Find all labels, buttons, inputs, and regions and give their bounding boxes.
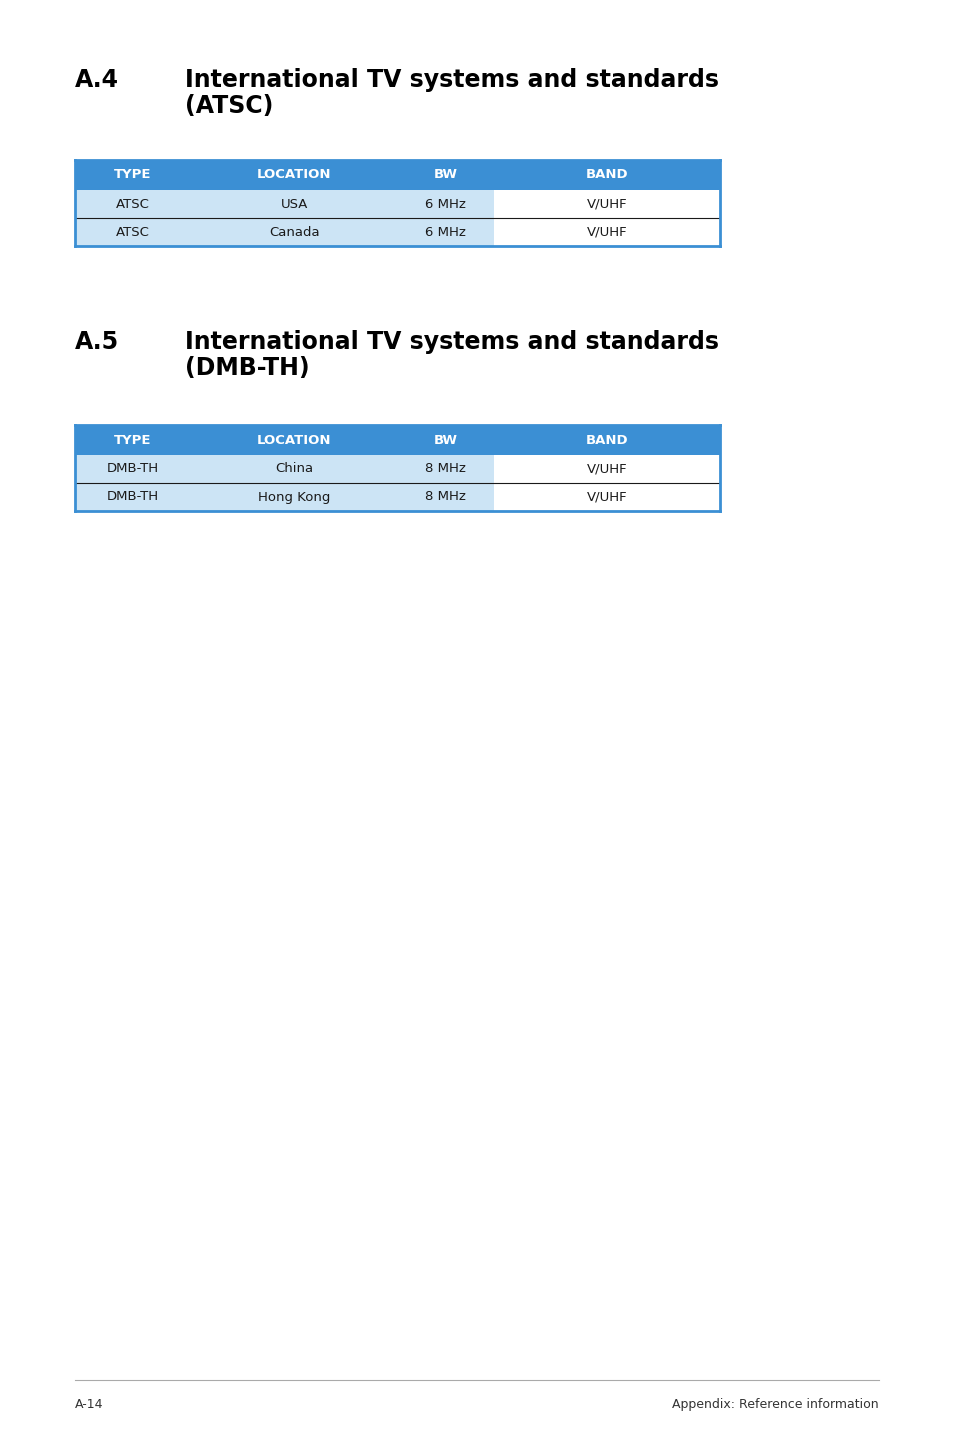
Text: 6 MHz: 6 MHz bbox=[425, 226, 466, 239]
Text: BW: BW bbox=[434, 168, 457, 181]
Text: 6 MHz: 6 MHz bbox=[425, 197, 466, 210]
Text: DMB-TH: DMB-TH bbox=[107, 490, 159, 503]
Bar bbox=[75, 483, 494, 510]
Text: A.5: A.5 bbox=[75, 329, 119, 354]
Text: TYPE: TYPE bbox=[114, 168, 152, 181]
Text: BAND: BAND bbox=[585, 168, 628, 181]
Text: ATSC: ATSC bbox=[116, 197, 150, 210]
Text: ATSC: ATSC bbox=[116, 226, 150, 239]
Text: 8 MHz: 8 MHz bbox=[425, 490, 466, 503]
Bar bbox=[75, 190, 494, 219]
Text: BW: BW bbox=[434, 433, 457, 447]
Text: V/UHF: V/UHF bbox=[586, 226, 627, 239]
Text: A-14: A-14 bbox=[75, 1398, 103, 1411]
Text: International TV systems and standards: International TV systems and standards bbox=[185, 68, 719, 92]
Text: V/UHF: V/UHF bbox=[586, 197, 627, 210]
Bar bbox=[494, 483, 720, 510]
Bar bbox=[494, 454, 720, 483]
Text: BAND: BAND bbox=[585, 433, 628, 447]
Text: LOCATION: LOCATION bbox=[256, 433, 332, 447]
Bar bbox=[75, 219, 494, 246]
Text: 8 MHz: 8 MHz bbox=[425, 463, 466, 476]
Text: (DMB-TH): (DMB-TH) bbox=[185, 357, 310, 380]
Text: Hong Kong: Hong Kong bbox=[258, 490, 330, 503]
Text: LOCATION: LOCATION bbox=[256, 168, 332, 181]
Text: USA: USA bbox=[280, 197, 308, 210]
Text: TYPE: TYPE bbox=[114, 433, 152, 447]
Bar bbox=[494, 219, 720, 246]
Bar bbox=[75, 426, 720, 454]
Text: V/UHF: V/UHF bbox=[586, 490, 627, 503]
Bar bbox=[75, 160, 720, 190]
Text: China: China bbox=[275, 463, 313, 476]
Text: Appendix: Reference information: Appendix: Reference information bbox=[672, 1398, 878, 1411]
Text: V/UHF: V/UHF bbox=[586, 463, 627, 476]
Text: DMB-TH: DMB-TH bbox=[107, 463, 159, 476]
Bar bbox=[75, 454, 494, 483]
Text: A.4: A.4 bbox=[75, 68, 119, 92]
Text: Canada: Canada bbox=[269, 226, 319, 239]
Bar bbox=[494, 190, 720, 219]
Text: (ATSC): (ATSC) bbox=[185, 93, 274, 118]
Text: International TV systems and standards: International TV systems and standards bbox=[185, 329, 719, 354]
